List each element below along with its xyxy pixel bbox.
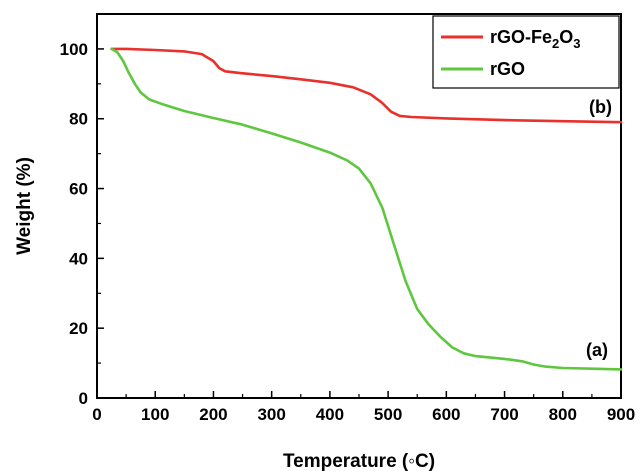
legend: rGO-Fe2O3 rGO	[432, 15, 620, 89]
y-axis-title: Weight (%)	[14, 157, 35, 255]
x-axis-title: Temperature (◦C)	[283, 451, 435, 471]
legend-box	[432, 15, 620, 89]
series-line-rgo	[110, 47, 623, 371]
y-tick-label: 80	[69, 110, 88, 129]
x-tick-label: 0	[92, 405, 101, 424]
y-tick-label: 0	[79, 389, 88, 408]
y-tick-label: 100	[60, 40, 88, 59]
series-line-rgo-fe2o3	[110, 47, 623, 124]
y-tick-label: 60	[69, 180, 88, 199]
x-tick-label: 700	[490, 405, 518, 424]
x-tick-label: 100	[141, 405, 169, 424]
x-tick-label: 200	[199, 405, 227, 424]
x-tick-label: 600	[432, 405, 460, 424]
series-layer	[110, 47, 623, 371]
legend-label-rgo: rGO	[490, 59, 525, 79]
x-tick-label: 300	[257, 405, 285, 424]
legend-label-rgo-fe2o3: rGO-Fe2O3	[490, 27, 581, 51]
ticks-layer: 0 100 200 300 400 500 600 700 800 900 0 20 40 60 80 100	[60, 13, 635, 424]
x-tick-label: 500	[374, 405, 402, 424]
y-tick-label: 40	[69, 249, 88, 268]
y-tick-label: 20	[69, 319, 88, 338]
annotation-b: (b)	[589, 97, 612, 117]
x-tick-label: 800	[549, 405, 577, 424]
x-tick-label: 400	[316, 405, 344, 424]
annotation-a: (a)	[586, 340, 608, 360]
x-tick-label: 900	[607, 405, 635, 424]
